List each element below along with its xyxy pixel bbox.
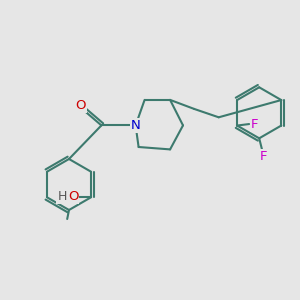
Text: F: F <box>260 150 268 164</box>
Text: O: O <box>68 190 78 203</box>
Text: O: O <box>75 99 86 112</box>
Text: N: N <box>131 118 141 132</box>
Text: H: H <box>57 190 67 203</box>
Text: F: F <box>251 118 258 130</box>
